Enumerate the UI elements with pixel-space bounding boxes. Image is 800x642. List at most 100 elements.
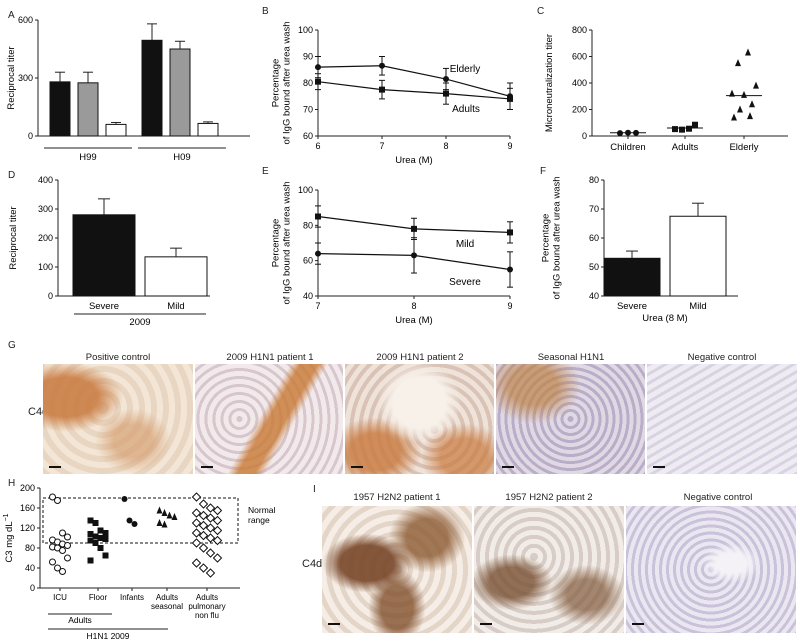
- marker-triangle: [156, 519, 163, 526]
- series-label: Elderly: [450, 64, 481, 75]
- x-tick-label: ICU: [53, 593, 67, 602]
- chart-b: 60 70 80 90 100 Percentageof IgG bound after …: [271, 21, 513, 166]
- marker-circle: [507, 266, 513, 273]
- y-axis-label: C3 mg dL−1: [3, 513, 15, 562]
- y-tick-label: 40: [589, 291, 599, 301]
- marker-square: [102, 536, 109, 542]
- x-tick-label: 7: [379, 141, 384, 151]
- g-title-4: Seasonal H1N1: [537, 352, 605, 363]
- y-tick-label: 120: [20, 523, 35, 533]
- marker-open-diamond: [198, 499, 209, 509]
- marker-square: [686, 125, 692, 132]
- marker-triangle: [166, 511, 173, 519]
- bar: [49, 81, 71, 137]
- marker-triangle: [747, 112, 753, 120]
- marker-open-circle: [49, 493, 56, 501]
- group-label: H09: [173, 152, 190, 163]
- y-tick-label: 300: [18, 73, 33, 83]
- marker-open-diamond: [205, 503, 216, 513]
- y-tick-label: 90: [303, 52, 313, 62]
- chart-a: 0 300 600 Reciprocal titer H99 H09: [6, 15, 250, 163]
- chart-c: 0 200 400 600 800 Microneutralization titer Ch…: [544, 25, 788, 153]
- x-axis-label: Urea (M): [395, 155, 432, 166]
- marker-square: [87, 531, 94, 537]
- y-tick-label: 40: [25, 563, 35, 573]
- bar: [77, 82, 99, 137]
- y-tick-label: 100: [38, 262, 53, 272]
- marker-square: [97, 527, 104, 534]
- marker-triangle: [161, 520, 168, 528]
- y-axis-label: Percentageof IgG bound after urea wash: [541, 176, 563, 299]
- normal-range-label: Normal: [248, 505, 276, 515]
- marker-open-diamond: [198, 510, 209, 521]
- marker-open-circle: [64, 533, 71, 541]
- y-tick-label: 70: [589, 204, 599, 214]
- g-title-5: Negative control: [687, 352, 757, 363]
- marker-open-circle: [54, 564, 61, 572]
- marker-triangle: [749, 100, 755, 108]
- x-tick-label: Adults: [156, 593, 178, 602]
- y-tick-label: 400: [572, 78, 587, 88]
- x-tick-label: non flu: [195, 611, 219, 620]
- marker-circle: [131, 521, 138, 527]
- g-title-2: 2009 H1N1 patient 1: [226, 352, 314, 363]
- bar: [141, 39, 163, 137]
- marker-circle: [379, 62, 385, 69]
- i-title-3: Negative control: [683, 492, 753, 503]
- y-tick-label: 80: [303, 220, 313, 230]
- series-line: [317, 65, 511, 97]
- group-label: H1N1 2009: [86, 631, 129, 640]
- y-tick-label: 600: [572, 52, 587, 62]
- y-tick-label: 200: [572, 105, 587, 115]
- marker-open-diamond: [212, 515, 223, 526]
- micrograph-negative-control-g: [647, 364, 797, 474]
- scale-bar: [49, 466, 61, 468]
- marker-square: [87, 537, 94, 544]
- y-tick-label: 80: [25, 543, 35, 553]
- i-title-2: 1957 H2N2 patient 2: [505, 492, 593, 503]
- marker-circle: [443, 76, 449, 83]
- g-title-3: 2009 H1N1 patient 2: [376, 352, 464, 363]
- micrograph-2009-h1n1-patient-2: [345, 364, 494, 474]
- g-title-1: Positive control: [85, 352, 151, 363]
- marker-open-diamond: [212, 505, 223, 516]
- y-tick-label: 0: [30, 583, 35, 593]
- marker-open-diamond: [212, 525, 223, 536]
- marker-open-diamond: [191, 538, 202, 548]
- micrograph-positive-control: [43, 364, 193, 474]
- marker-square: [692, 121, 698, 128]
- marker-triangle: [745, 48, 751, 56]
- marker-triangle: [741, 90, 747, 98]
- panel-label-f: F: [540, 166, 547, 177]
- x-tick-label: Children: [610, 142, 645, 153]
- marker-triangle: [737, 105, 743, 113]
- series-label: Adults: [452, 104, 480, 115]
- group-label: Adults: [68, 615, 92, 625]
- x-axis-label: Urea (M): [395, 315, 432, 326]
- micrograph-negative-control-i: [626, 506, 796, 633]
- series-label: Severe: [449, 277, 481, 288]
- marker-open-diamond: [205, 513, 216, 523]
- y-tick-label: 60: [589, 233, 599, 243]
- y-tick-label: 40: [303, 291, 313, 301]
- x-tick-label: pulmonary: [188, 602, 225, 611]
- marker-square: [507, 95, 513, 102]
- y-tick-label: 400: [38, 175, 53, 185]
- x-tick-label: Severe: [89, 301, 119, 312]
- micrograph-1957-h2n2-patient-2: [474, 506, 624, 633]
- marker-open-circle: [59, 568, 66, 575]
- marker-open-diamond: [205, 533, 216, 543]
- marker-triangle: [729, 89, 735, 97]
- panel-label-a: A: [8, 10, 15, 21]
- x-tick-label: 8: [411, 301, 416, 311]
- marker-square: [87, 557, 94, 564]
- panel-label-h: H: [8, 478, 16, 489]
- marker-open-diamond: [205, 548, 216, 558]
- panel-label-i: I: [313, 484, 316, 495]
- marker-triangle: [161, 509, 168, 516]
- x-tick-label: Mild: [689, 301, 706, 312]
- scale-bar: [632, 623, 644, 625]
- marker-open-diamond: [198, 543, 209, 553]
- y-tick-label: 80: [589, 175, 599, 185]
- y-tick-label: 160: [20, 503, 35, 513]
